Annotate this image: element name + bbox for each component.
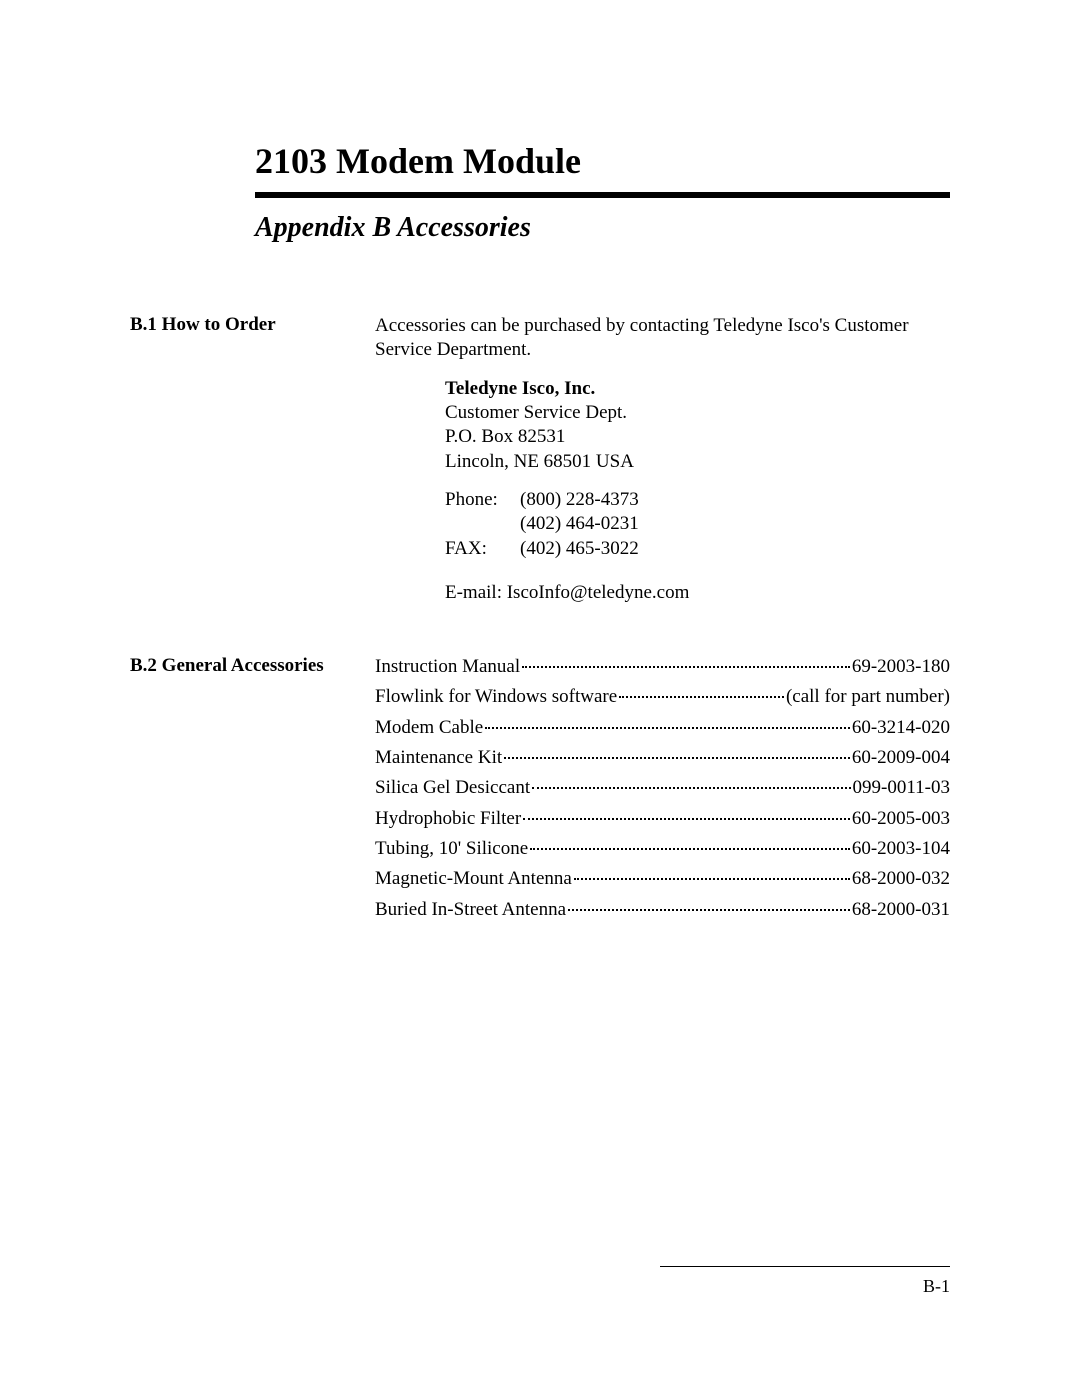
phone-number-1: (800) 228-4373: [520, 488, 639, 512]
accessory-part: 68-2000-031: [852, 898, 950, 922]
accessory-part: 60-3214-020: [852, 716, 950, 740]
leader-dots: [504, 757, 850, 759]
accessory-part: 60-2009-004: [852, 746, 950, 770]
fax-number: (402) 465-3022: [520, 537, 639, 561]
leader-dots: [523, 818, 850, 820]
accessory-part: 60-2003-104: [852, 837, 950, 861]
leader-dots: [530, 848, 850, 850]
email-line: E-mail: IscoInfo@teledyne.com: [445, 581, 950, 605]
document-title: 2103 Modem Module: [255, 140, 950, 182]
leader-dots: [574, 878, 850, 880]
section-b2-label: B.2 General Accessories: [130, 655, 375, 677]
contact-pobox: P.O. Box 82531: [445, 425, 950, 449]
accessory-row: Buried In-Street Antenna 68-2000-031: [375, 898, 950, 922]
phone-block: Phone: (800) 228-4373 (402) 464-0231 FAX…: [445, 488, 950, 561]
contact-block: Teledyne Isco, Inc. Customer Service Dep…: [445, 377, 950, 474]
accessory-row: Maintenance Kit 60-2009-004: [375, 746, 950, 770]
contact-citystate: Lincoln, NE 68501 USA: [445, 450, 950, 474]
footer-rule: [660, 1266, 950, 1267]
accessory-name: Silica Gel Desiccant: [375, 776, 530, 800]
accessory-row: Flowlink for Windows software (call for …: [375, 685, 950, 709]
accessory-row: Silica Gel Desiccant 099-0011-03: [375, 776, 950, 800]
page: 2103 Modem Module Appendix B Accessories…: [0, 0, 1080, 1397]
phone-label-blank: [445, 512, 520, 536]
phone-number-2: (402) 464-0231: [520, 512, 639, 536]
phone-row-1: Phone: (800) 228-4373: [445, 488, 950, 512]
contact-dept: Customer Service Dept.: [445, 401, 950, 425]
accessory-name: Instruction Manual: [375, 655, 520, 679]
accessory-row: Instruction Manual 69-2003-180: [375, 655, 950, 679]
leader-dots: [532, 787, 850, 789]
phone-label: Phone:: [445, 488, 520, 512]
accessory-name: Modem Cable: [375, 716, 483, 740]
section-b2: B.2 General Accessories Instruction Manu…: [130, 655, 950, 928]
leader-dots: [522, 666, 850, 668]
leader-dots: [568, 909, 850, 911]
leader-dots: [619, 696, 784, 698]
accessory-row: Magnetic-Mount Antenna 68-2000-032: [375, 867, 950, 891]
accessory-part: 099-0011-03: [853, 776, 950, 800]
section-b1-body: Accessories can be purchased by contacti…: [375, 314, 950, 605]
accessory-part: 69-2003-180: [852, 655, 950, 679]
accessory-name: Magnetic-Mount Antenna: [375, 867, 572, 891]
phone-row-2: (402) 464-0231: [445, 512, 950, 536]
accessory-name: Flowlink for Windows software: [375, 685, 617, 709]
page-number: B-1: [923, 1276, 950, 1297]
accessory-part: (call for part number): [786, 685, 950, 709]
accessory-row: Modem Cable 60-3214-020: [375, 716, 950, 740]
appendix-title: Appendix B Accessories: [255, 212, 950, 244]
accessory-part: 60-2005-003: [852, 807, 950, 831]
accessory-name: Maintenance Kit: [375, 746, 502, 770]
accessory-row: Hydrophobic Filter 60-2005-003: [375, 807, 950, 831]
fax-label: FAX:: [445, 537, 520, 561]
accessories-list: Instruction Manual 69-2003-180 Flowlink …: [375, 655, 950, 928]
leader-dots: [485, 727, 850, 729]
accessory-name: Buried In-Street Antenna: [375, 898, 566, 922]
b1-intro-text: Accessories can be purchased by contacti…: [375, 314, 950, 363]
section-b1: B.1 How to Order Accessories can be purc…: [130, 314, 950, 605]
section-b1-label: B.1 How to Order: [130, 314, 375, 336]
accessory-row: Tubing, 10' Silicone 60-2003-104: [375, 837, 950, 861]
title-rule: [255, 192, 950, 198]
accessory-name: Hydrophobic Filter: [375, 807, 521, 831]
accessory-name: Tubing, 10' Silicone: [375, 837, 528, 861]
contact-company: Teledyne Isco, Inc.: [445, 377, 950, 401]
accessory-part: 68-2000-032: [852, 867, 950, 891]
fax-row: FAX: (402) 465-3022: [445, 537, 950, 561]
